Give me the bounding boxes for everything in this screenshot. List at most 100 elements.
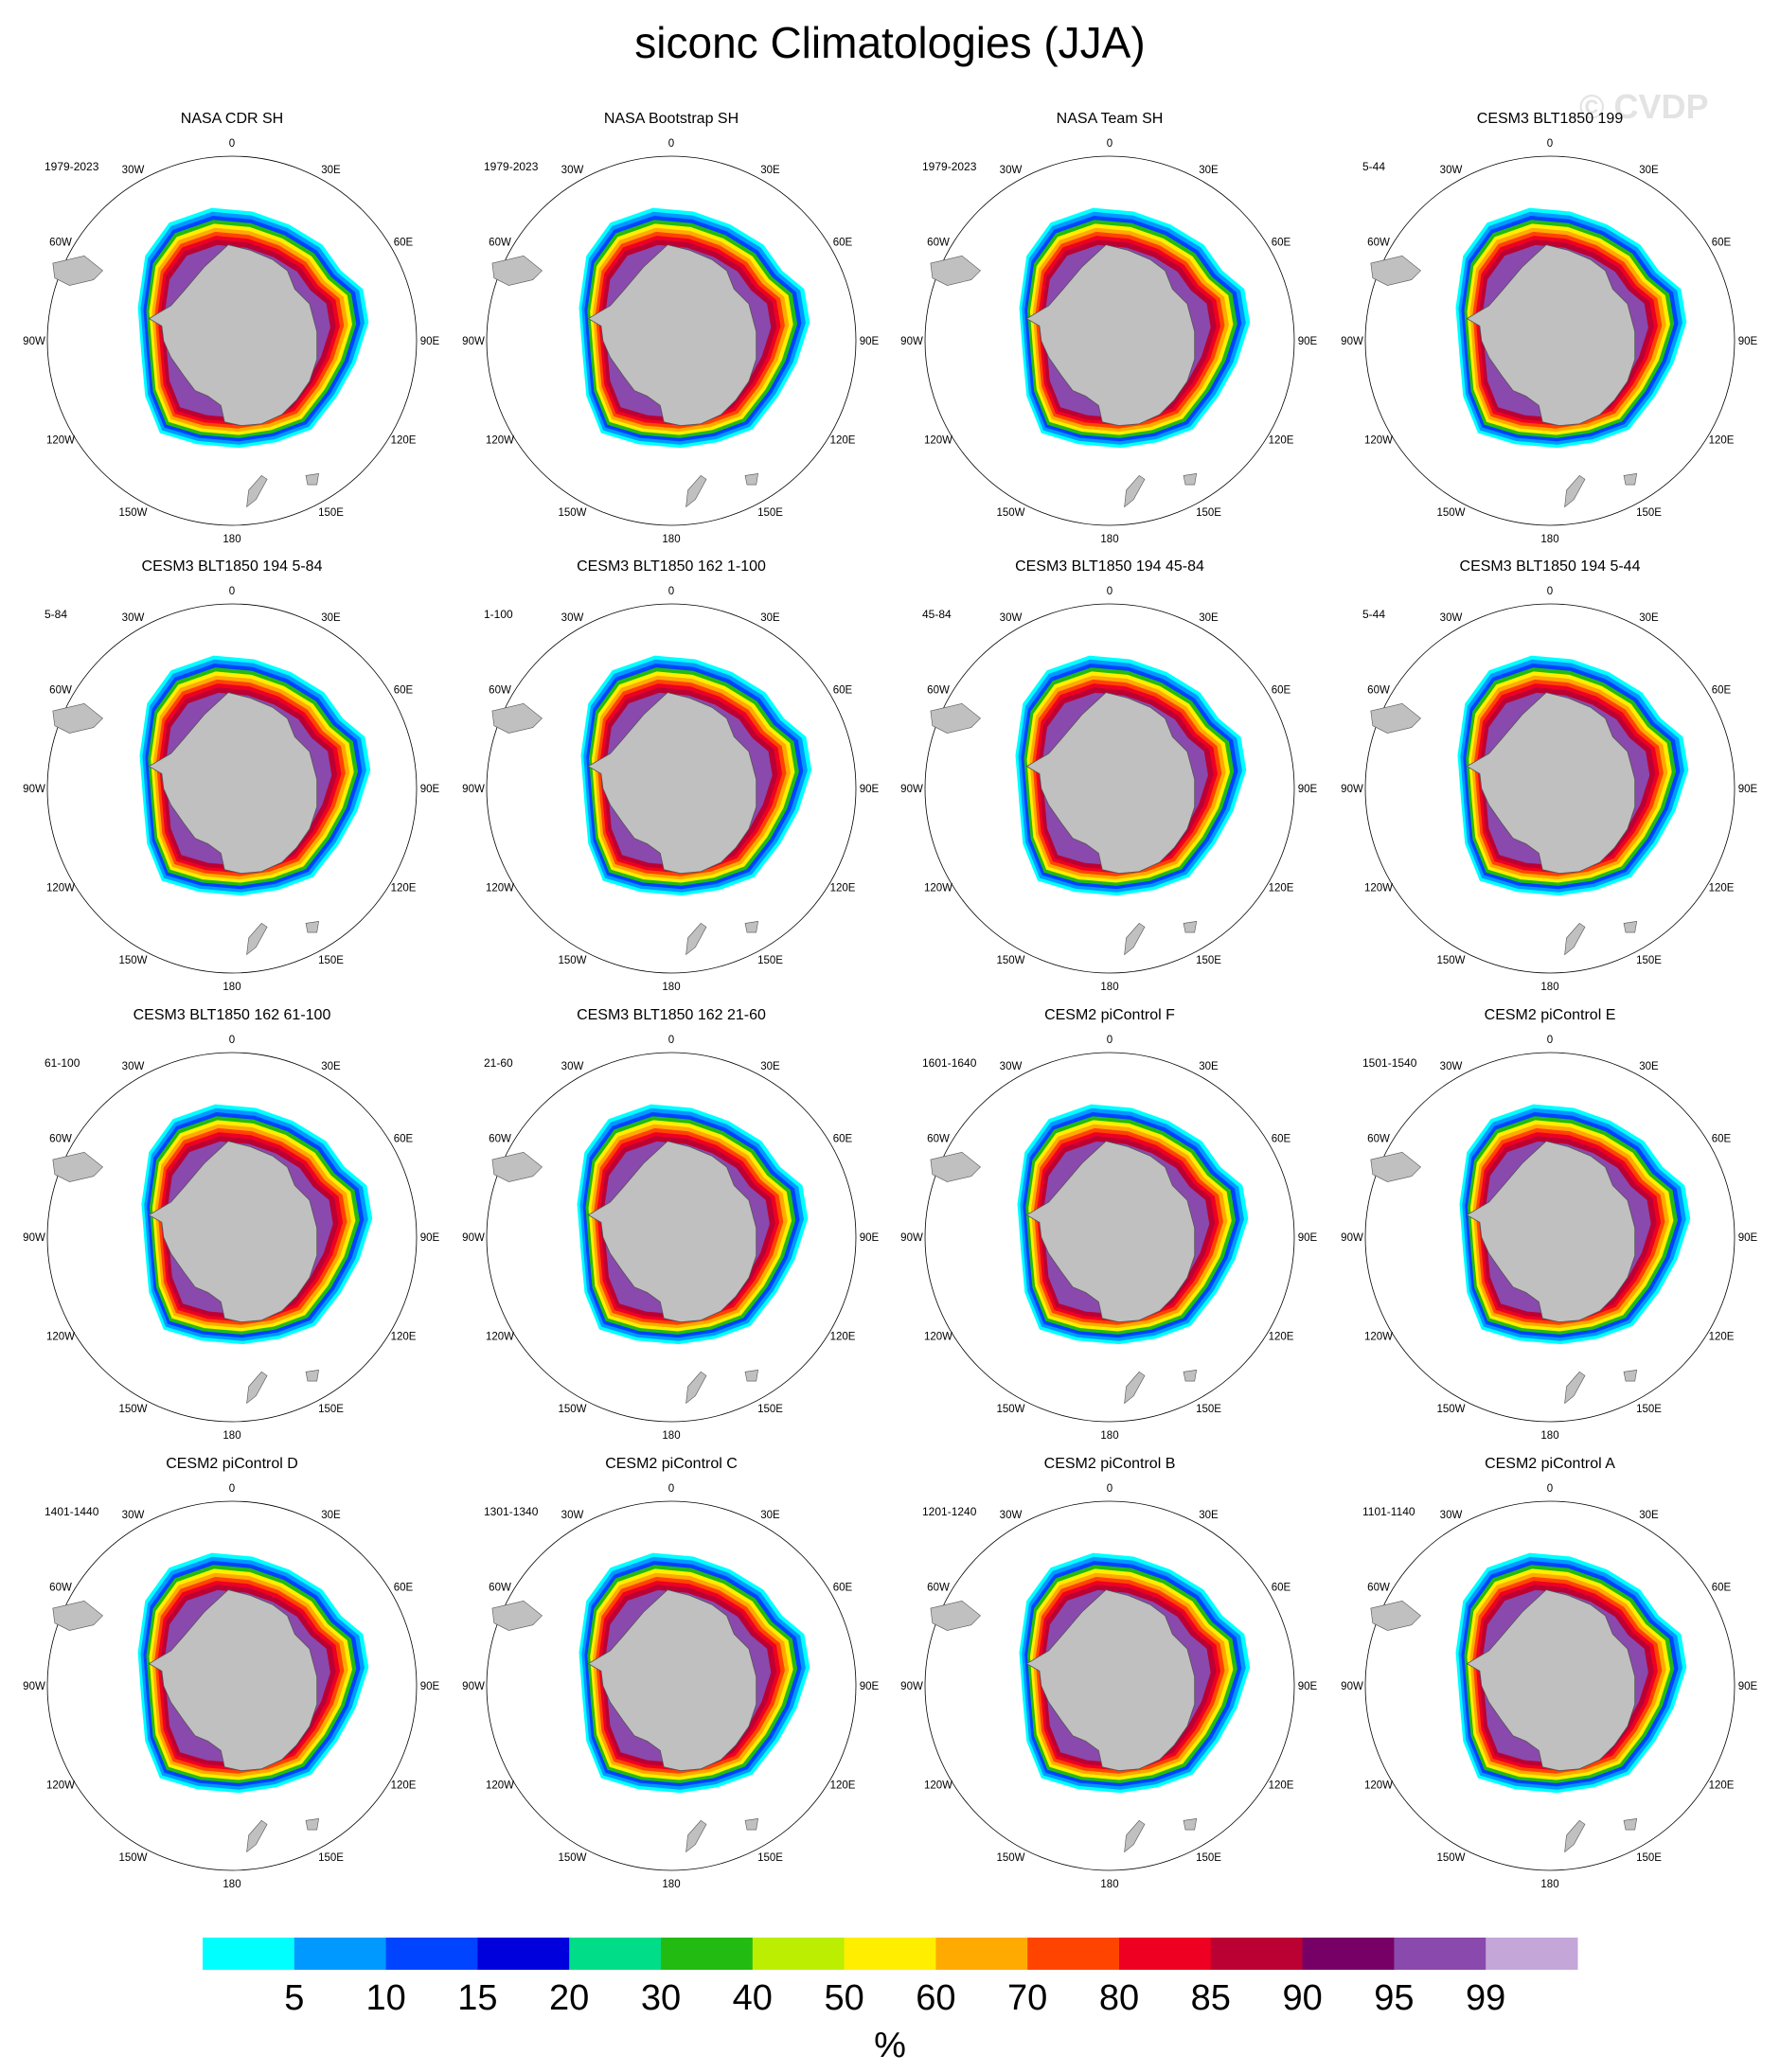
new-zealand-land [1564,1371,1586,1405]
colorbar-tick-label: 80 [1099,1978,1139,2018]
longitude-label: 120E [1269,1332,1294,1343]
colorbar-swatch [1394,1938,1486,1970]
longitude-label: 30E [1199,1061,1219,1072]
south-america-land [1370,255,1421,286]
longitude-label: 30E [1639,1510,1659,1521]
longitude-label: 120W [1364,883,1393,894]
longitude-label: 120E [830,1332,856,1343]
longitude-label: 90E [860,1232,880,1244]
colorbar-swatch [1302,1938,1395,1970]
south-america-land [930,255,981,286]
longitude-label: 0 [229,138,235,150]
longitude-label: 60W [1367,1134,1390,1145]
colorbar-swatch [661,1938,754,1970]
longitude-label: 30E [1199,165,1219,176]
longitude-label: 150W [558,1404,586,1415]
longitude-label: 90W [900,1681,923,1692]
longitude-label: 120E [830,1780,856,1792]
longitude-label: 180 [1540,1879,1558,1890]
new-zealand-land [246,1819,268,1853]
antarctica-land [148,244,318,427]
south-america-land [491,702,543,734]
longitude-label: 120W [46,435,75,447]
longitude-label: 150W [558,507,586,519]
longitude-label: 90E [1738,784,1758,795]
colorbar-swatch [1486,1938,1578,1970]
south-america-land [52,702,103,734]
longitude-label: 30W [1440,612,1463,624]
colorbar-tick-label: 5 [284,1978,304,2018]
longitude-label: 30E [1639,1061,1659,1072]
longitude-label: 180 [1100,1879,1118,1890]
longitude-label: 150E [1636,1404,1662,1415]
longitude-label: 120E [1269,1780,1294,1792]
tasmania-land [744,921,758,933]
new-zealand-land [1124,923,1146,956]
longitude-label: 30W [122,165,145,176]
new-zealand-land [246,1371,268,1405]
longitude-label: 150E [757,1852,783,1864]
longitude-label: 30W [122,612,145,624]
panel-title: CESM3 BLT1850 162 61-100 [134,1007,331,1023]
longitude-label: 90W [900,336,923,347]
antarctica-land [148,1141,318,1323]
panel-period: 1979-2023 [44,160,99,173]
longitude-label: 90W [1341,1681,1363,1692]
panel-title: CESM3 BLT1850 194 5-44 [1460,558,1641,575]
antarctica-land [587,692,757,875]
south-america-land [52,1151,103,1182]
tasmania-land [744,1370,758,1382]
longitude-label: 90W [23,784,45,795]
longitude-label: 150W [118,1852,147,1864]
south-america-land [52,1600,103,1631]
longitude-label: 60W [489,1134,511,1145]
colorbar-unit-label: % [874,2026,906,2065]
colorbar-swatch [203,1938,295,1970]
longitude-label: 120E [391,1780,417,1792]
panel-period: 45-84 [922,608,952,621]
longitude-label: 120E [1269,435,1294,447]
colorbar-swatch [569,1938,662,1970]
panel-title: CESM2 piControl C [605,1456,738,1472]
longitude-label: 150E [757,955,783,966]
tasmania-land [1623,1370,1638,1382]
tasmania-land [305,473,319,486]
panel-title: CESM3 BLT1850 162 1-100 [577,558,766,575]
panel-title: CESM2 piControl E [1485,1007,1616,1023]
panel-title: CESM2 piControl B [1044,1456,1176,1472]
figure-title: siconc Climatologies (JJA) [634,18,1146,67]
tasmania-land [1183,1818,1198,1831]
colorbar-swatch [477,1938,570,1970]
antarctica-land [1466,1589,1636,1772]
panel-period: 21-60 [484,1056,513,1070]
new-zealand-land [685,1371,707,1405]
longitude-label: 180 [1100,1430,1118,1442]
longitude-label: 180 [222,534,240,545]
longitude-label: 120W [486,435,514,447]
longitude-label: 120W [46,1332,75,1343]
longitude-label: 150W [1436,955,1465,966]
longitude-label: 180 [222,1879,240,1890]
south-america-land [1370,1600,1421,1631]
panel-title: NASA Team SH [1057,111,1164,127]
longitude-label: 0 [1107,1483,1112,1495]
longitude-label: 60E [394,1134,414,1145]
longitude-label: 180 [1100,982,1118,993]
longitude-label: 60W [489,238,511,249]
colorbar-tick-label: 99 [1466,1978,1505,2018]
tasmania-land [1623,473,1638,486]
longitude-label: 60E [1272,685,1291,697]
longitude-label: 150W [558,1852,586,1864]
longitude-label: 0 [668,1035,674,1046]
longitude-label: 90W [900,1232,923,1244]
longitude-label: 150W [1436,507,1465,519]
longitude-label: 0 [1547,586,1553,597]
longitude-label: 120W [486,1332,514,1343]
longitude-label: 120E [391,1332,417,1343]
longitude-label: 120W [924,1332,952,1343]
longitude-label: 60E [833,1134,853,1145]
panel-period: 1601-1640 [922,1056,977,1070]
panel-title: CESM3 BLT1850 194 5-84 [142,558,323,575]
